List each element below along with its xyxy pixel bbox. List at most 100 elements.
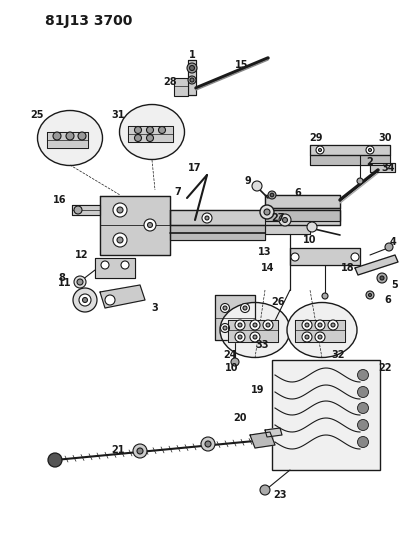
Circle shape	[322, 293, 328, 299]
Circle shape	[316, 146, 324, 154]
Text: 6: 6	[294, 188, 301, 198]
Circle shape	[268, 191, 276, 199]
Circle shape	[307, 222, 317, 232]
Text: 14: 14	[261, 263, 275, 273]
Polygon shape	[100, 285, 145, 308]
Circle shape	[358, 437, 369, 448]
Polygon shape	[290, 248, 360, 265]
Circle shape	[83, 297, 87, 303]
Circle shape	[221, 303, 229, 312]
Text: 30: 30	[378, 133, 392, 143]
Circle shape	[369, 149, 371, 151]
Circle shape	[305, 323, 309, 327]
Circle shape	[253, 323, 257, 327]
Circle shape	[205, 216, 209, 220]
Circle shape	[205, 441, 211, 447]
Circle shape	[238, 323, 242, 327]
Circle shape	[366, 291, 374, 299]
Circle shape	[77, 279, 83, 285]
Polygon shape	[265, 195, 340, 208]
Circle shape	[385, 243, 393, 251]
Bar	[272, 360, 380, 470]
Circle shape	[117, 207, 123, 213]
Circle shape	[291, 253, 299, 261]
Circle shape	[78, 132, 86, 140]
Text: 8: 8	[59, 273, 65, 283]
Circle shape	[146, 134, 154, 141]
Circle shape	[357, 178, 363, 184]
Circle shape	[358, 386, 369, 398]
Circle shape	[190, 66, 194, 70]
Text: 17: 17	[188, 163, 202, 173]
Circle shape	[260, 205, 274, 219]
Circle shape	[279, 214, 291, 226]
Circle shape	[148, 222, 152, 228]
Text: 13: 13	[258, 247, 272, 257]
Polygon shape	[72, 205, 100, 215]
Circle shape	[315, 320, 325, 330]
Text: 4: 4	[390, 237, 396, 247]
Polygon shape	[188, 60, 196, 95]
Circle shape	[243, 306, 247, 310]
Circle shape	[223, 326, 227, 330]
Circle shape	[190, 78, 194, 82]
Circle shape	[53, 132, 61, 140]
Circle shape	[113, 203, 127, 217]
Text: 27: 27	[271, 213, 285, 223]
Text: 15: 15	[235, 60, 249, 70]
Bar	[174, 78, 188, 96]
Circle shape	[74, 206, 82, 214]
Circle shape	[241, 303, 249, 312]
Circle shape	[105, 295, 115, 305]
Text: 1: 1	[189, 50, 196, 60]
Circle shape	[117, 237, 123, 243]
Circle shape	[305, 335, 309, 339]
Text: 7: 7	[175, 187, 182, 197]
Text: 31: 31	[111, 110, 125, 120]
Circle shape	[253, 335, 257, 339]
Circle shape	[331, 323, 335, 327]
Text: 22: 22	[378, 363, 392, 373]
Circle shape	[134, 134, 142, 141]
Text: 28: 28	[163, 77, 177, 87]
Text: 12: 12	[75, 250, 89, 260]
Circle shape	[250, 320, 260, 330]
Polygon shape	[128, 126, 173, 142]
Ellipse shape	[220, 303, 290, 358]
Circle shape	[144, 219, 156, 231]
Circle shape	[187, 63, 197, 73]
Circle shape	[315, 332, 325, 342]
Text: 26: 26	[271, 297, 285, 307]
Circle shape	[101, 261, 109, 269]
Text: 34: 34	[381, 163, 395, 173]
Text: 81J13 3700: 81J13 3700	[45, 14, 132, 28]
Circle shape	[282, 217, 288, 222]
Polygon shape	[95, 258, 135, 278]
Circle shape	[260, 485, 270, 495]
Polygon shape	[265, 428, 282, 437]
Text: 9: 9	[245, 176, 251, 186]
Circle shape	[235, 332, 245, 342]
Circle shape	[238, 335, 242, 339]
Text: 10: 10	[225, 363, 239, 373]
Circle shape	[358, 419, 369, 431]
Circle shape	[146, 126, 154, 133]
Circle shape	[188, 76, 196, 84]
Circle shape	[318, 149, 322, 151]
Polygon shape	[250, 432, 275, 448]
Circle shape	[302, 332, 312, 342]
Polygon shape	[295, 320, 345, 342]
Circle shape	[358, 369, 369, 381]
Polygon shape	[215, 295, 255, 340]
Ellipse shape	[119, 104, 184, 159]
Circle shape	[73, 288, 97, 312]
Circle shape	[369, 294, 371, 296]
Circle shape	[202, 213, 212, 223]
Circle shape	[270, 193, 274, 197]
Circle shape	[328, 320, 338, 330]
Text: 21: 21	[111, 445, 125, 455]
Text: 33: 33	[255, 340, 269, 350]
Circle shape	[351, 253, 359, 261]
Circle shape	[113, 233, 127, 247]
Text: 29: 29	[309, 133, 323, 143]
